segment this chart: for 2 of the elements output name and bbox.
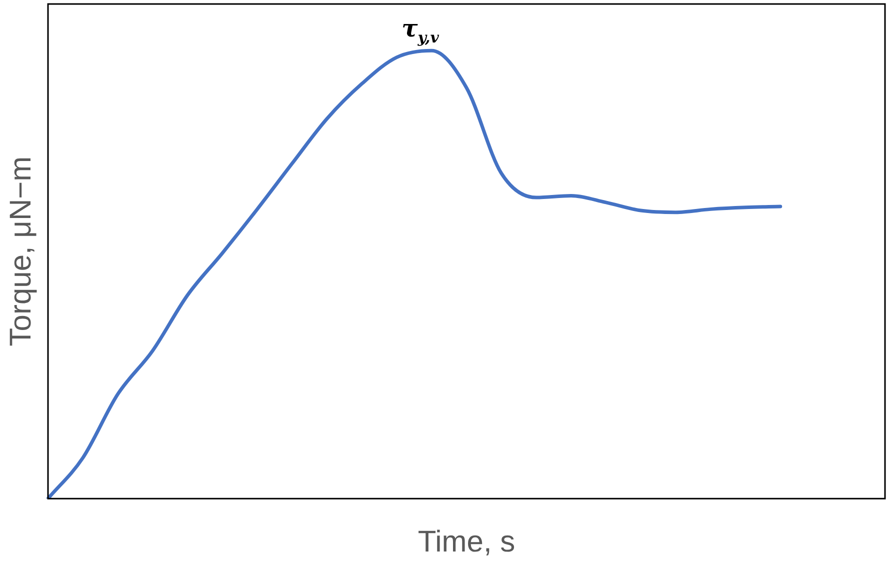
y-axis-title: Torque, μN−m xyxy=(4,156,38,346)
x-axis-title: Time, s xyxy=(418,525,516,558)
